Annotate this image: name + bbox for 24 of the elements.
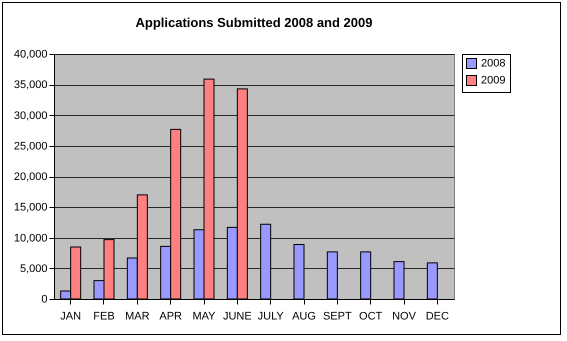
y-tick-label: 30,000 bbox=[14, 110, 48, 122]
x-tick-label: JAN bbox=[60, 310, 82, 322]
x-tick-label: AUG bbox=[292, 310, 316, 322]
x-tick-label: NOV bbox=[392, 310, 417, 322]
x-tick-label: DEC bbox=[426, 310, 449, 322]
y-tick-label: 20,000 bbox=[14, 171, 48, 183]
y-tick-label: 10,000 bbox=[14, 232, 48, 244]
x-tick-label: MAR bbox=[125, 310, 150, 322]
y-tick-label: 40,000 bbox=[14, 48, 48, 60]
x-tick-label: APR bbox=[159, 310, 182, 322]
legend-label: 2009 bbox=[481, 74, 506, 86]
y-tick-label: 25,000 bbox=[14, 140, 48, 152]
legend-label: 2008 bbox=[481, 58, 506, 70]
y-tick-label: 15,000 bbox=[14, 202, 48, 214]
x-tick-label: MAY bbox=[192, 310, 216, 322]
y-tick-label: 0 bbox=[41, 294, 48, 306]
chart-title: Applications Submitted 2008 and 2009 bbox=[136, 15, 372, 30]
y-tick-label: 35,000 bbox=[14, 79, 48, 92]
x-tick-label: JUNE bbox=[222, 310, 252, 322]
x-tick-label: JULY bbox=[258, 310, 284, 322]
y-tick-label: 5,000 bbox=[20, 262, 48, 275]
x-tick-label: SEPT bbox=[322, 310, 352, 322]
x-tick-label: FEB bbox=[93, 310, 115, 322]
x-tick-label: OCT bbox=[359, 310, 383, 322]
